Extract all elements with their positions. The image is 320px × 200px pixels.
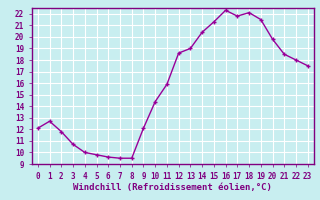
X-axis label: Windchill (Refroidissement éolien,°C): Windchill (Refroidissement éolien,°C) xyxy=(73,183,272,192)
